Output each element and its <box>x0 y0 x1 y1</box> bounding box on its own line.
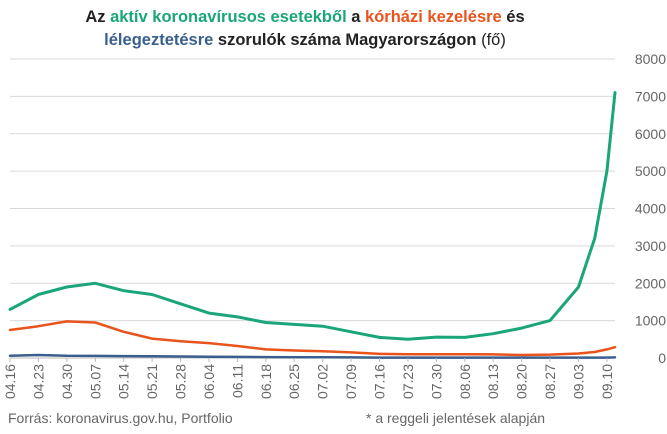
x-tick-label: 06.18 <box>258 364 274 399</box>
chart-title: Az aktív koronavírusos esetekből a kórhá… <box>0 6 610 52</box>
x-tick-label: 05.28 <box>173 364 189 399</box>
y-tick-label: 4000 <box>635 201 666 217</box>
x-tick-label: 09.10 <box>599 364 615 399</box>
x-tick-label: 05.21 <box>144 364 160 399</box>
x-tick-label: 05.14 <box>116 364 132 399</box>
y-tick-label: 8000 <box>635 51 666 67</box>
x-tick-label: 04.30 <box>59 364 75 399</box>
x-tick-label: 07.09 <box>343 364 359 399</box>
x-axis: 04.16 04.23 04.30 05.07 05.14 05.21 05.28 06.04… <box>2 358 615 399</box>
title-ventilated: lélegeztetésre <box>104 31 214 49</box>
title-hospitalized: kórházi kezelésre <box>365 8 502 26</box>
series-lines <box>8 91 617 359</box>
x-tick-label: 04.16 <box>2 364 18 399</box>
y-tick-label: 1000 <box>635 313 666 329</box>
source-note: Forrás: koronavirus.gov.hu, Portfolio <box>8 410 233 426</box>
chart-title-line-2: lélegeztetésre szorulók száma Magyarorsz… <box>0 29 610 52</box>
y-tick-label: 7000 <box>635 88 666 104</box>
grid-lines <box>10 58 615 359</box>
title-rest: szorulók száma Magyarországon <box>213 31 482 49</box>
footnote: * a reggeli jelentések alapján <box>366 410 546 426</box>
x-tick-label: 07.30 <box>428 364 444 399</box>
x-tick-label: 04.23 <box>30 364 46 399</box>
x-tick-label: 09.03 <box>570 364 586 399</box>
y-tick-label: 6000 <box>635 126 666 142</box>
title-connector: a <box>346 8 366 26</box>
x-tick-label: 08.13 <box>485 364 501 399</box>
y-tick-label: 2000 <box>635 275 666 291</box>
y-tick-label: 3000 <box>635 238 666 254</box>
x-tick-label: 07.23 <box>400 364 416 399</box>
x-tick-label: 08.06 <box>457 364 473 399</box>
active-cases-line <box>8 91 617 341</box>
x-tick-label: 07.02 <box>315 364 331 399</box>
x-tick-label: 06.04 <box>201 364 217 399</box>
y-axis: 0 1000 2000 3000 4000 5000 6000 7000 8000 <box>635 51 666 366</box>
x-tick-label: 08.20 <box>514 364 530 399</box>
x-tick-label: 05.07 <box>87 364 103 399</box>
title-prefix: Az <box>85 8 111 26</box>
title-and: és <box>501 8 525 26</box>
hospitalized-line <box>8 320 617 357</box>
y-tick-label: 0 <box>658 350 666 366</box>
ventilated-line <box>8 353 617 359</box>
x-tick-label: 06.25 <box>286 364 302 399</box>
x-tick-label: 06.11 <box>229 364 245 398</box>
chart-title-line-1: Az aktív koronavírusos esetekből a kórhá… <box>0 6 610 29</box>
title-active-cases: aktív koronavírusos esetekből <box>110 8 347 26</box>
x-tick-label: 07.16 <box>371 364 387 399</box>
x-tick-label: 08.27 <box>542 364 558 399</box>
title-unit: (fő) <box>481 31 506 49</box>
y-tick-label: 5000 <box>635 163 666 179</box>
